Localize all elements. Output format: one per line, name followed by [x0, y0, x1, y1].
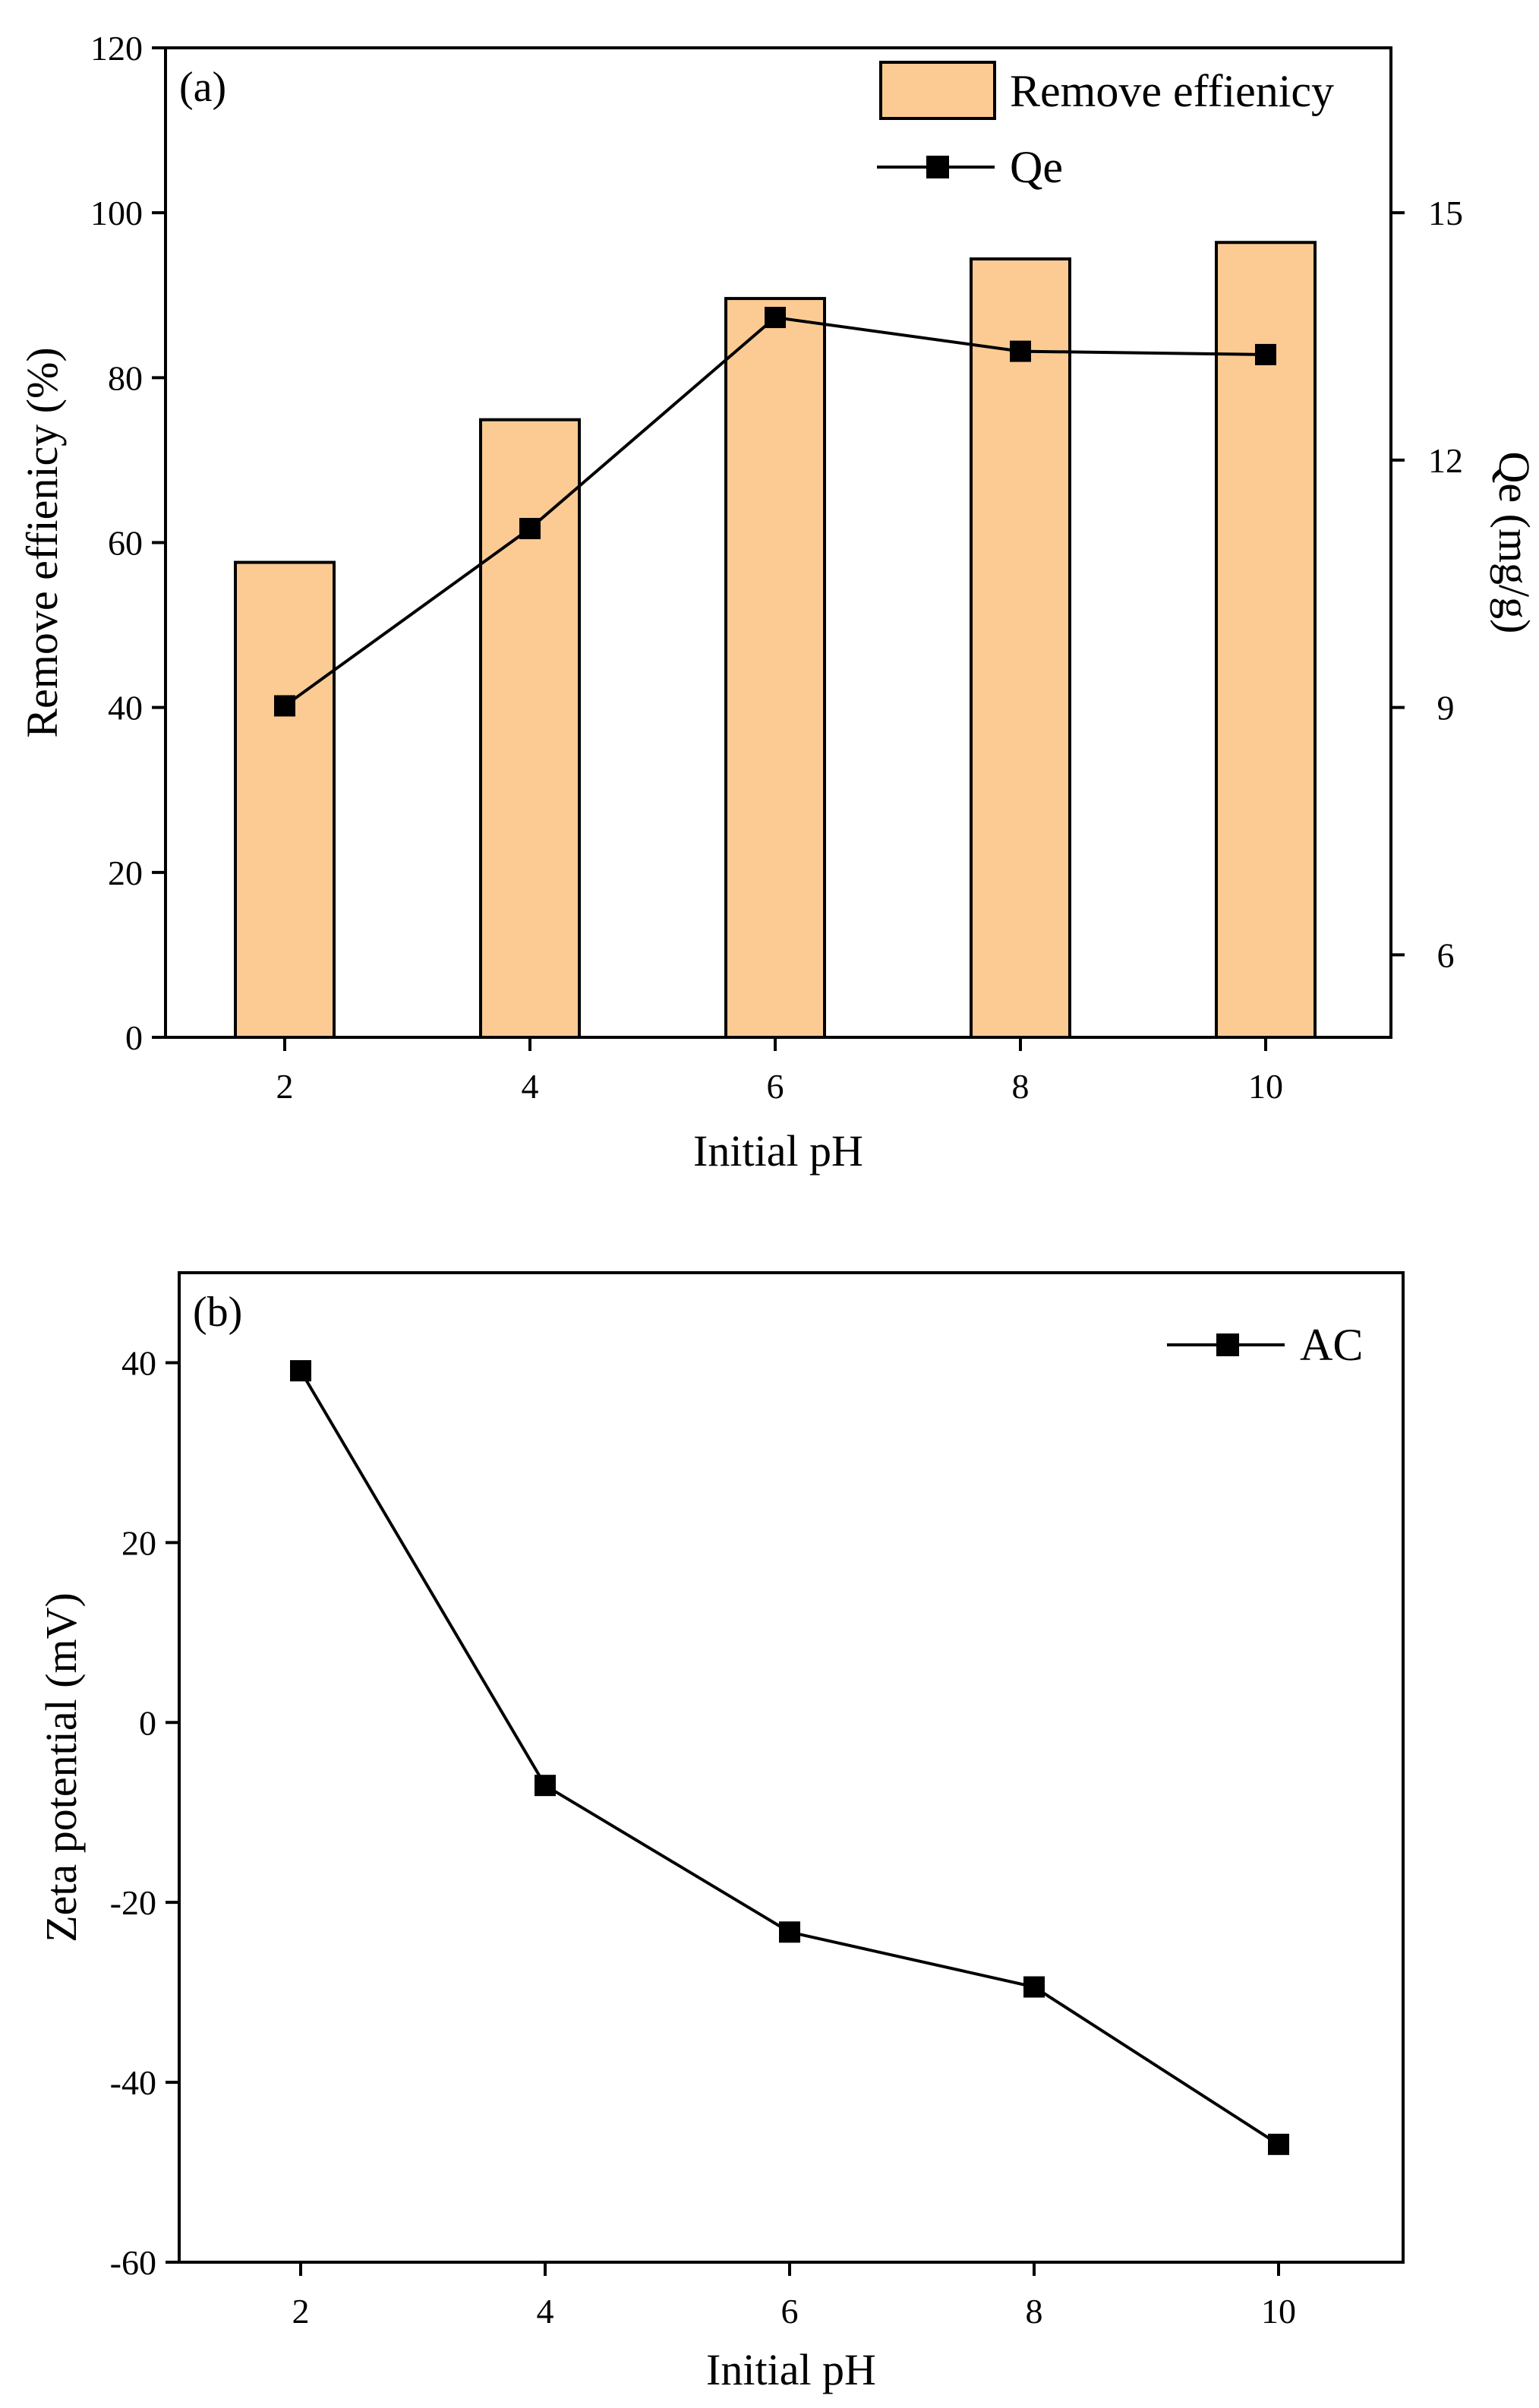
- legend-marker: [926, 156, 949, 178]
- panel-label: (b): [193, 1289, 242, 1336]
- x-tick-label: 2: [292, 2292, 310, 2331]
- data-point: [1268, 2133, 1289, 2155]
- x-tick-label: 10: [1248, 1067, 1283, 1106]
- data-point: [535, 1775, 556, 1797]
- x-tick-label: 6: [767, 1067, 784, 1106]
- x-tick-label: 10: [1261, 2292, 1296, 2331]
- y-tick-label: 120: [90, 29, 143, 68]
- y2-tick-label: 6: [1437, 936, 1455, 974]
- y2-axis-title: Qe (mg/g): [1490, 452, 1539, 634]
- y-axis-title: Remove effienicy (%): [17, 347, 67, 737]
- data-point: [274, 695, 295, 717]
- y2-tick-label: 15: [1428, 194, 1463, 232]
- x-tick-label: 8: [1026, 2292, 1043, 2331]
- y2-tick-label: 9: [1437, 689, 1455, 727]
- y2-tick-label: 12: [1428, 441, 1463, 480]
- legend-label: AC: [1300, 1320, 1363, 1370]
- y-tick-label: 60: [108, 524, 143, 563]
- y-tick-label: 0: [139, 1703, 156, 1742]
- data-point: [519, 518, 541, 540]
- legend-marker: [1216, 1333, 1239, 1356]
- x-tick-label: 2: [276, 1067, 294, 1106]
- y-tick-label: 100: [90, 194, 143, 232]
- x-axis-title: Initial pH: [706, 2345, 876, 2394]
- legend-swatch: [879, 61, 996, 120]
- x-tick-label: 4: [522, 1067, 539, 1106]
- plot-frame: [178, 1271, 1405, 2264]
- bar: [970, 257, 1071, 1039]
- legend-label: Qe: [1010, 142, 1063, 192]
- data-point: [779, 1921, 800, 1943]
- y-tick-label: -60: [110, 2243, 156, 2282]
- y-tick-label: -40: [110, 2063, 156, 2102]
- y-tick-label: 40: [121, 1343, 156, 1382]
- panel-label: (a): [179, 64, 226, 111]
- chart-panel-b: 2 4 6 8 10 -60 -40 -20 0 20 40 Initial pH Zeta poten…: [36, 1271, 1405, 2394]
- y-tick-label: 80: [108, 358, 143, 397]
- y-tick-label: 0: [125, 1018, 143, 1057]
- data-point: [1023, 1976, 1045, 1998]
- x-tick-label: 6: [781, 2292, 799, 2331]
- bar: [479, 418, 581, 1039]
- data-point: [1010, 340, 1031, 362]
- bar: [724, 297, 826, 1039]
- data-point: [290, 1360, 311, 1382]
- y-tick-label: -20: [110, 1883, 156, 1922]
- data-point: [765, 307, 786, 329]
- bar: [234, 560, 336, 1039]
- y-axis-title: Zeta potential (mV): [36, 1592, 86, 1942]
- x-tick-label: 4: [537, 2292, 554, 2331]
- bar: [1215, 241, 1317, 1039]
- y-tick-label: 20: [108, 854, 143, 892]
- x-axis-title: Initial pH: [693, 1126, 863, 1176]
- data-point: [1255, 343, 1276, 365]
- legend-label: Remove effienicy: [1010, 66, 1334, 116]
- x-tick-label: 8: [1012, 1067, 1030, 1106]
- y-tick-label: 20: [121, 1523, 156, 1562]
- y-tick-label: 40: [108, 689, 143, 727]
- series-line: [299, 1370, 1280, 2146]
